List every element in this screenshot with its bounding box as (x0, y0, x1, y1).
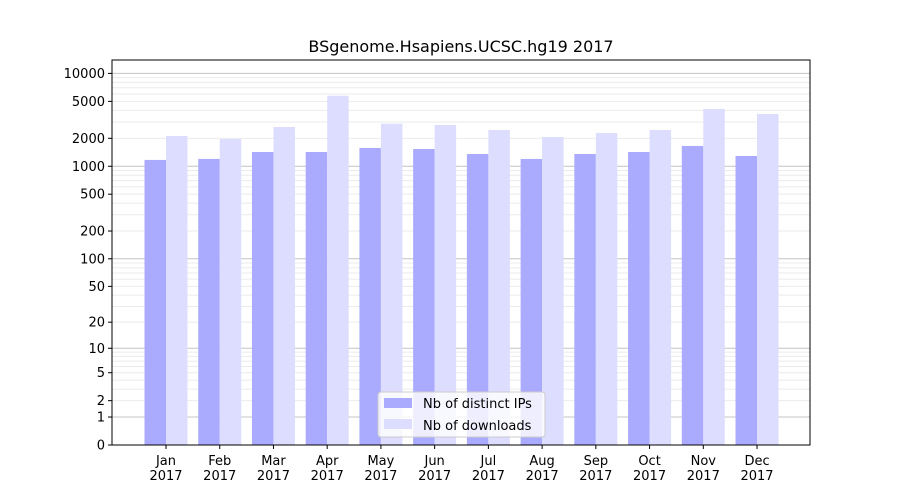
bar-downloads (434, 124, 457, 446)
bar-distinct-ips (520, 158, 543, 445)
x-tick-label: 2017 (203, 469, 236, 484)
x-tick-label: 2017 (364, 469, 397, 484)
y-tick-label: 500 (80, 188, 105, 203)
bar-downloads (757, 113, 779, 445)
bar-distinct-ips (305, 151, 328, 445)
x-tick-label: 2017 (687, 469, 720, 484)
bar-downloads (219, 139, 242, 445)
x-tick-label: 2017 (149, 469, 182, 484)
bar-distinct-ips (198, 158, 220, 445)
y-tick-label: 50 (88, 280, 105, 295)
bar-distinct-ips (574, 154, 596, 446)
x-tick-label: Jun (423, 454, 444, 469)
x-tick-label: Jul (480, 454, 497, 469)
y-tick-label: 2000 (72, 132, 105, 147)
bar-downloads (380, 123, 403, 445)
x-tick-label: Dec (744, 454, 769, 469)
x-tick-label: May (367, 454, 394, 469)
bar-downloads (327, 95, 349, 445)
x-tick-label: Oct (638, 454, 660, 469)
chart-title: BSgenome.Hsapiens.UCSC.hg19 2017 (308, 37, 613, 56)
bar-distinct-ips (735, 155, 758, 446)
bar-downloads (542, 137, 564, 445)
axes-frame (111, 59, 811, 446)
legend: Nb of distinct IPs Nb of downloads (377, 391, 546, 438)
y-tick-label: 0 (97, 439, 105, 454)
y-tick-label: 5000 (72, 95, 105, 110)
legend-swatch-downloads (384, 419, 412, 429)
y-tick-label: 5 (97, 366, 105, 381)
y-tick-label: 100 (80, 252, 105, 267)
bars (144, 95, 779, 446)
y-tick-label: 1000 (72, 160, 105, 175)
y-tick-label: 20 (88, 316, 105, 331)
bar-distinct-ips (466, 154, 489, 446)
bar-distinct-ips (144, 159, 166, 445)
x-tick-label: Aug (529, 454, 554, 469)
x-tick-label: 2017 (526, 469, 559, 484)
x-axis: Jan2017Feb2017Mar2017Apr2017May2017Jun20… (149, 445, 774, 484)
x-tick-label: 2017 (579, 469, 612, 484)
x-tick-label: Apr (316, 454, 339, 469)
bar-distinct-ips (681, 145, 704, 446)
x-tick-label: Nov (691, 454, 717, 469)
x-tick-label: 2017 (633, 469, 666, 484)
y-tick-label: 2 (97, 394, 105, 409)
y-tick-label: 200 (80, 225, 105, 240)
legend-label-downloads: Nb of downloads (423, 419, 532, 434)
y-tick-label: 10 (88, 342, 105, 357)
legend-box (377, 391, 546, 438)
bar-downloads (166, 135, 188, 446)
x-tick-label: 2017 (311, 469, 344, 484)
bar-downloads (273, 126, 295, 445)
legend-swatch-ips (384, 398, 412, 408)
bar-distinct-ips (628, 151, 650, 445)
y-tick-label: 1 (97, 411, 105, 426)
x-tick-label: Feb (208, 454, 231, 469)
bar-downloads (595, 133, 618, 446)
x-tick-label: 2017 (418, 469, 451, 484)
bar-downloads (703, 108, 725, 446)
x-tick-label: 2017 (472, 469, 505, 484)
x-tick-label: Mar (261, 454, 286, 469)
bar-downloads (488, 129, 510, 445)
bar-downloads (649, 129, 672, 445)
y-tick-label: 10000 (64, 67, 105, 82)
y-axis: 0 1 2 5 10 20 50 100 200 500 1000 2000 5000 10000 (64, 67, 112, 454)
bar-distinct-ips (251, 151, 274, 445)
legend-label-ips: Nb of distinct IPs (423, 397, 532, 412)
bar-distinct-ips (413, 148, 435, 445)
x-tick-label: 2017 (257, 469, 290, 484)
bar-distinct-ips (359, 147, 381, 445)
x-tick-label: Sep (584, 454, 609, 469)
x-tick-label: 2017 (740, 469, 773, 484)
x-tick-label: Jan (155, 454, 176, 469)
